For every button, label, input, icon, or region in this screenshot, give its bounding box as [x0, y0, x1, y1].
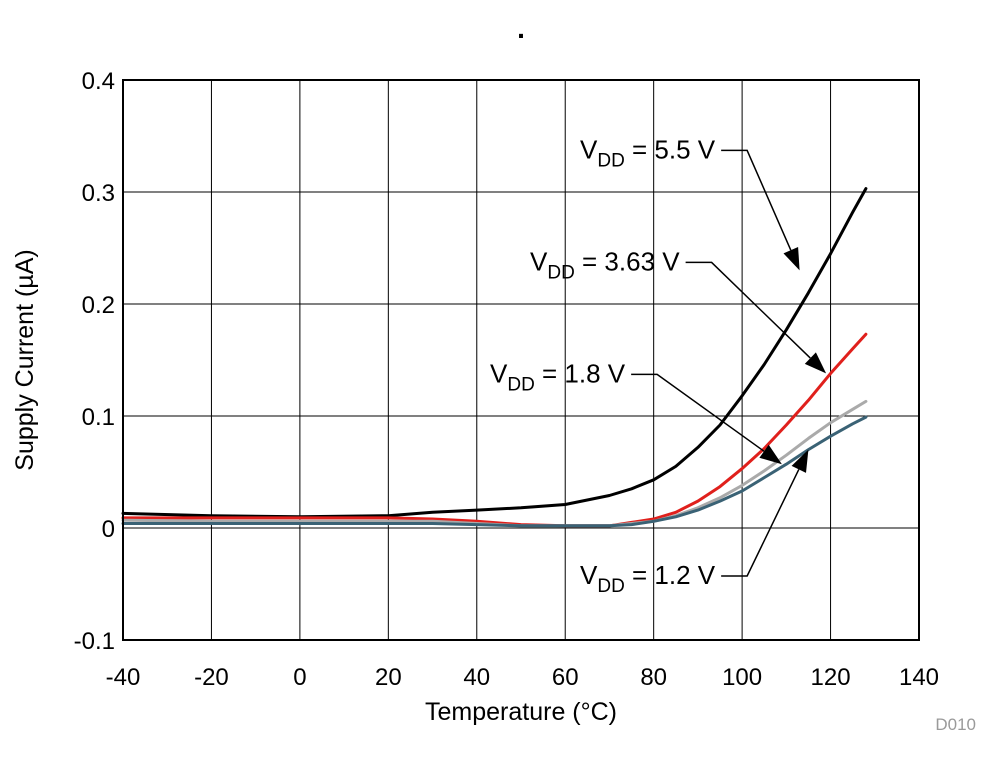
annotation-leader	[685, 261, 811, 359]
x-tick-label: 80	[640, 664, 667, 691]
y-tick-label: 0	[102, 516, 115, 543]
annotation-leader	[721, 469, 800, 577]
series-line-2	[121, 399, 868, 528]
y-tick-label: 0.3	[82, 180, 115, 207]
y-tick-labels: -0.1 0 0.1 0.2 0.3 0.4	[74, 68, 115, 655]
x-axis-label: Temperature (°C)	[425, 698, 617, 726]
annotation-arrowhead	[759, 444, 782, 465]
series-label-0: VDD = 5.5 V	[580, 134, 716, 171]
figure-id: D010	[935, 715, 976, 734]
annotations: VDD = 5.5 V VDD = 3.63 V VDD = 1.8 V VDD = …	[490, 134, 827, 597]
x-tick-label: 100	[722, 664, 762, 691]
y-tick-label: 0.4	[82, 68, 115, 95]
x-tick-label: 140	[899, 664, 939, 691]
series-label-1: VDD = 3.63 V	[530, 246, 680, 283]
annotation-leader	[631, 373, 765, 452]
y-tick-label: -0.1	[74, 628, 115, 655]
x-tick-label: 120	[811, 664, 851, 691]
series-line-1	[121, 332, 868, 528]
plot-frame	[122, 79, 920, 641]
annotation-arrowhead	[791, 449, 809, 473]
series-lines	[121, 187, 868, 528]
annotation-arrowhead	[804, 352, 827, 374]
chart-title: .	[517, 13, 525, 44]
x-tick-label: 60	[552, 664, 579, 691]
x-tick-label: 20	[375, 664, 402, 691]
series-label-2: VDD = 1.8 V	[490, 358, 626, 395]
x-tick-label: 0	[293, 664, 306, 691]
x-tick-label: -20	[194, 664, 229, 691]
x-tick-label: 40	[463, 664, 490, 691]
annotation-leader	[721, 149, 792, 251]
y-tick-label: 0.1	[82, 404, 115, 431]
series-line-0	[121, 187, 868, 519]
series-line-3	[121, 415, 868, 528]
y-tick-label: 0.2	[82, 292, 115, 319]
x-tick-label: -40	[106, 664, 141, 691]
gridlines	[122, 79, 920, 641]
annotation-arrowhead	[783, 247, 800, 271]
series-label-3: VDD = 1.2 V	[580, 560, 716, 597]
y-axis-label: Supply Current (µA)	[11, 249, 39, 470]
x-tick-labels: -40 -20 0 20 40 60 80 100 120 140	[106, 664, 939, 691]
